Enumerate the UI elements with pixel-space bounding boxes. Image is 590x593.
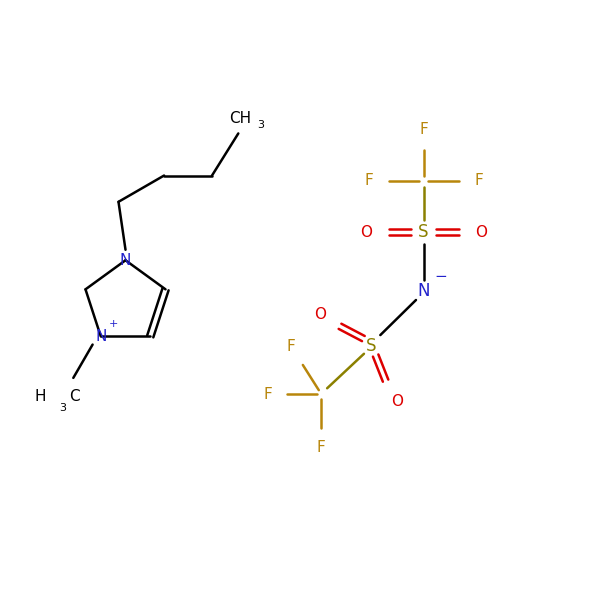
Text: −: − bbox=[435, 269, 447, 283]
Text: N: N bbox=[417, 282, 430, 299]
Text: H: H bbox=[34, 388, 46, 403]
Text: +: + bbox=[109, 318, 119, 329]
Text: S: S bbox=[366, 337, 376, 355]
Text: O: O bbox=[314, 307, 326, 322]
Text: O: O bbox=[391, 394, 403, 409]
Text: 3: 3 bbox=[58, 403, 65, 413]
Text: F: F bbox=[474, 173, 483, 189]
Text: O: O bbox=[475, 225, 487, 240]
Text: F: F bbox=[364, 173, 373, 189]
Text: 3: 3 bbox=[257, 120, 264, 130]
Text: F: F bbox=[287, 339, 295, 353]
Text: CH: CH bbox=[230, 111, 252, 126]
Text: F: F bbox=[317, 441, 326, 455]
Text: S: S bbox=[418, 223, 429, 241]
Text: F: F bbox=[419, 122, 428, 138]
Text: N: N bbox=[120, 253, 131, 268]
Text: O: O bbox=[360, 225, 372, 240]
Text: N: N bbox=[95, 329, 106, 344]
Text: C: C bbox=[69, 388, 80, 403]
Text: F: F bbox=[263, 387, 272, 401]
